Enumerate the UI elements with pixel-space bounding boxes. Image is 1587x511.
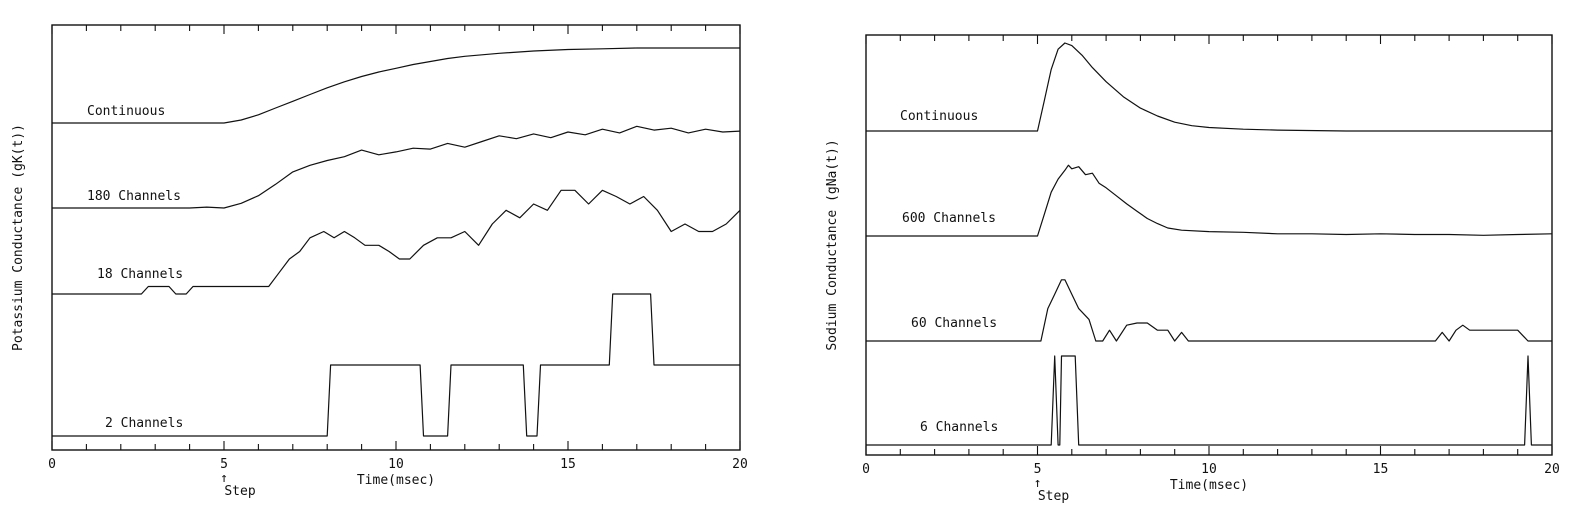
x-tick-label: 0 bbox=[48, 457, 56, 472]
trace-label: 600 Channels bbox=[902, 211, 996, 226]
trace-line bbox=[52, 47, 740, 124]
y-axis-label: Sodium Conductance (gNa(t)) bbox=[825, 139, 840, 350]
trace-line bbox=[866, 279, 1552, 342]
trace-label: 60 Channels bbox=[911, 316, 997, 331]
step-label: Step bbox=[1038, 489, 1069, 504]
x-axis-label: Time(msec) bbox=[357, 473, 435, 488]
trace-line bbox=[866, 355, 1552, 446]
trace-label: Continuous bbox=[87, 104, 165, 119]
x-tick-label: 20 bbox=[732, 457, 748, 472]
x-tick-label: 0 bbox=[862, 462, 870, 477]
x-tick-label: 5 bbox=[220, 457, 228, 472]
x-axis-label: Time(msec) bbox=[1170, 478, 1248, 493]
trace-line bbox=[52, 189, 741, 295]
potassium-panel: 0 5 10 15 20 Time(msec) ↑Step Potassium Conduct… bbox=[11, 24, 748, 499]
x-tick-label: 5 bbox=[1034, 462, 1042, 477]
trace-label: Continuous bbox=[900, 109, 978, 124]
step-arrow: ↑ bbox=[220, 471, 228, 486]
trace-label: 6 Channels bbox=[920, 420, 998, 435]
trace-line bbox=[52, 293, 740, 437]
x-tick-label: 10 bbox=[388, 457, 404, 472]
trace-label: 2 Channels bbox=[105, 416, 183, 431]
trace-line bbox=[866, 42, 1552, 132]
y-axis-label: Potassium Conductance (gK(t)) bbox=[11, 124, 26, 351]
trace-label: 18 Channels bbox=[97, 267, 183, 282]
step-arrow: ↑ bbox=[1034, 476, 1042, 491]
x-tick-label: 20 bbox=[1544, 462, 1560, 477]
step-label: Step bbox=[224, 484, 255, 499]
plot-frame bbox=[51, 24, 741, 451]
x-tick-label: 15 bbox=[1373, 462, 1389, 477]
trace-label: 180 Channels bbox=[87, 189, 181, 204]
trace-line bbox=[866, 164, 1553, 237]
plot-frame bbox=[865, 34, 1553, 456]
trace-line bbox=[52, 125, 741, 209]
x-tick-label: 15 bbox=[560, 457, 576, 472]
sodium-panel: 0 5 10 15 20 Time(msec) ↑Step Sodium Conductanc… bbox=[825, 34, 1560, 504]
x-tick-label: 10 bbox=[1201, 462, 1217, 477]
